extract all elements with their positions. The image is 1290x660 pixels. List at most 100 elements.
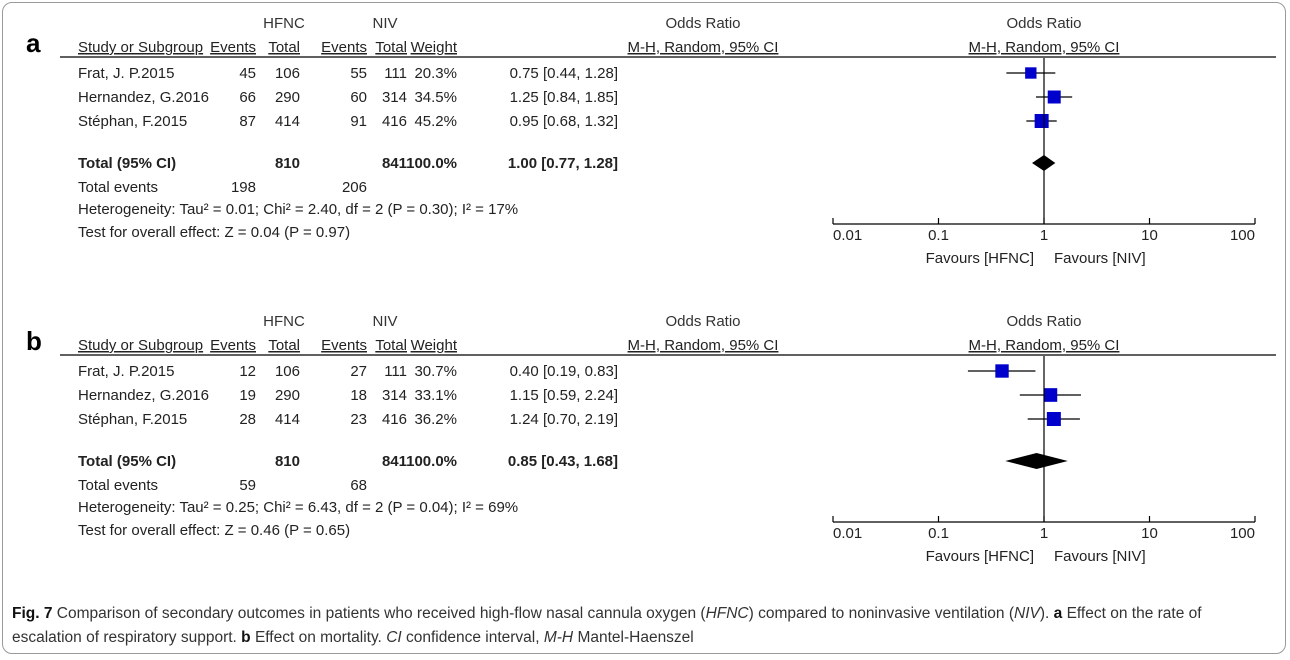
panel-a-row-3-total2: 416	[382, 113, 407, 130]
caption-fig-label: Fig. 7	[12, 605, 53, 622]
panel-b-total2-header: Total	[375, 337, 407, 354]
caption-panel-a: a	[1053, 605, 1063, 622]
panel-a-total-events-2: 206	[342, 179, 367, 196]
panel-a-row-2-study: Hernandez, G.2016	[78, 89, 209, 106]
panel-a-tick-label-2: 1	[1040, 227, 1048, 244]
panel-b-heterogeneity: Heterogeneity: Tau² = 0.25; Chi² = 6.43,…	[78, 499, 518, 516]
panel-b-total-diamond	[1005, 453, 1068, 469]
panel-a-row-3-events2: 91	[350, 113, 367, 130]
panel-b-row-2-events1: 19	[239, 387, 256, 404]
panel-a-total-events-1: 198	[231, 179, 256, 196]
panel-a-study-header: Study or Subgroup	[78, 39, 203, 56]
panel-b-row-1-events2: 27	[350, 363, 367, 380]
panel-a-row-1-ci-text: 0.75 [0.44, 1.28]	[510, 65, 618, 82]
panel-a-tick-label-4: 100	[1230, 227, 1255, 244]
panel-b-row-2-events2: 18	[350, 387, 367, 404]
panel-a-group1-header: HFNC	[263, 15, 305, 32]
caption-text-6: confidence interval,	[401, 629, 544, 646]
panel-b-row-1-events1: 12	[239, 363, 256, 380]
panel-b-overall-effect: Test for overall effect: Z = 0.46 (P = 0…	[78, 522, 350, 539]
panel-b-tick-label-3: 10	[1141, 525, 1158, 542]
panel-b-row-3-total2: 416	[382, 411, 407, 428]
panel-a-total-n1: 810	[275, 155, 300, 172]
panel-b-row-2-weight: 33.1%	[414, 387, 457, 404]
panel-b-study-header: Study or Subgroup	[78, 337, 203, 354]
panel-a-heterogeneity: Heterogeneity: Tau² = 0.01; Chi² = 2.40,…	[78, 201, 518, 218]
panel-a-total-events-label: Total events	[78, 179, 158, 196]
panel-a-row-2-point-box	[1047, 90, 1061, 104]
panel-a-row-3-point-box	[1034, 114, 1049, 128]
panel-a-row-1-total1: 106	[275, 65, 300, 82]
panel-a-row-1-study: Frat, J. P.2015	[78, 65, 174, 82]
panel-b-favours-left: Favours [HFNC]	[926, 548, 1034, 565]
panel-b-total-events-1: 59	[239, 477, 256, 494]
panel-a-row-2-ci-text: 1.25 [0.84, 1.85]	[510, 89, 618, 106]
panel-b-method-header-right: M-H, Random, 95% CI	[969, 337, 1120, 354]
panel-b-or-title-right: Odds Ratio	[1006, 313, 1081, 330]
panel-b-row-2-total1: 290	[275, 387, 300, 404]
panel-a-row-3-events1: 87	[239, 113, 256, 130]
caption-text-1: Comparison of secondary outcomes in pati…	[52, 605, 706, 622]
panel-a-row-2-total1: 290	[275, 89, 300, 106]
panel-a-total-ci-text: 1.00 [0.77, 1.28]	[508, 155, 618, 172]
panel-b-row-3-point-box	[1046, 412, 1061, 426]
caption-abbr-niv: NIV	[1014, 605, 1040, 622]
caption-text-2: ) compared to noninvasive ventilation (	[748, 605, 1015, 622]
panel-b-total-events-label: Total events	[78, 477, 158, 494]
panel-a-events2-header: Events	[321, 39, 367, 56]
panel-b-total-n2: 841	[382, 453, 407, 470]
panel-b-row-3-study: Stéphan, F.2015	[78, 411, 187, 428]
caption-text-3: ).	[1039, 605, 1054, 622]
figure-caption: Fig. 7 Comparison of secondary outcomes …	[12, 602, 1274, 650]
panel-a-total-weight: 100.0%	[406, 155, 457, 172]
panel-a-row-1-point-box	[1025, 67, 1037, 79]
panel-a-row-3-weight: 45.2%	[414, 113, 457, 130]
panel-a-method-header-left: M-H, Random, 95% CI	[628, 39, 779, 56]
panel-a-row-2-events2: 60	[350, 89, 367, 106]
panel-a-total-label: Total (95% CI)	[78, 155, 176, 172]
panel-b-row-1-ci-text: 0.40 [0.19, 0.83]	[510, 363, 618, 380]
panel-a-row-1-total2: 111	[384, 65, 407, 82]
panel-b-letter: b	[26, 326, 42, 356]
caption-abbr-ci: CI	[386, 629, 402, 646]
panel-b-row-3-events1: 28	[239, 411, 256, 428]
panel-b-tick-label-0: 0.01	[833, 525, 862, 542]
panel-a-row-1-weight: 20.3%	[414, 65, 457, 82]
caption-text-4: Effect on the rate of escalation of resp…	[12, 605, 1202, 646]
panel-a-row-2-events1: 66	[239, 89, 256, 106]
panel-b-row-2-study: Hernandez, G.2016	[78, 387, 209, 404]
caption-panel-b: b	[241, 629, 251, 646]
panel-b-row-3-ci-text: 1.24 [0.70, 2.19]	[510, 411, 618, 428]
panel-a-tick-label-1: 0.1	[928, 227, 949, 244]
panel-b-favours-right: Favours [NIV]	[1054, 548, 1146, 565]
panel-a-method-header-right: M-H, Random, 95% CI	[969, 39, 1120, 56]
panel-b-or-title-left: Odds Ratio	[665, 313, 740, 330]
panel-a-tick-label-3: 10	[1141, 227, 1158, 244]
panel-a-row-2-weight: 34.5%	[414, 89, 457, 106]
panel-a-tick-label-0: 0.01	[833, 227, 862, 244]
panel-b-weight-header: Weight	[411, 337, 458, 354]
panel-b-row-1-study: Frat, J. P.2015	[78, 363, 174, 380]
panel-b-tick-label-2: 1	[1040, 525, 1048, 542]
panel-b-row-2-total2: 314	[382, 387, 407, 404]
panel-b-total-weight: 100.0%	[406, 453, 457, 470]
panel-b-total-ci-text: 0.85 [0.43, 1.68]	[508, 453, 618, 470]
panel-b-row-2-point-box	[1043, 388, 1058, 402]
caption-abbr-mh: M-H	[543, 629, 574, 646]
panel-a-favours-right: Favours [NIV]	[1054, 250, 1146, 267]
panel-a-favours-left: Favours [HFNC]	[926, 250, 1034, 267]
forest-plot-figure: a HFNC NIV Odds Ratio Odds Ratio Study or Sub…	[26, 15, 1276, 565]
panel-a-row-3-total1: 414	[275, 113, 300, 130]
panel-b-total1-header: Total	[268, 337, 300, 354]
panel-a-total-n2: 841	[382, 155, 407, 172]
panel-b-group1-header: HFNC	[263, 313, 305, 330]
panel-b-group2-header: NIV	[372, 313, 397, 330]
panel-a-letter: a	[26, 28, 41, 58]
panel-a-row-3-ci-text: 0.95 [0.68, 1.32]	[510, 113, 618, 130]
panel-a-total2-header: Total	[375, 39, 407, 56]
panel-a-row-2-total2: 314	[382, 89, 407, 106]
panel-b-tick-label-4: 100	[1230, 525, 1255, 542]
panel-b-row-1-total1: 106	[275, 363, 300, 380]
panel-a-weight-header: Weight	[411, 39, 458, 56]
